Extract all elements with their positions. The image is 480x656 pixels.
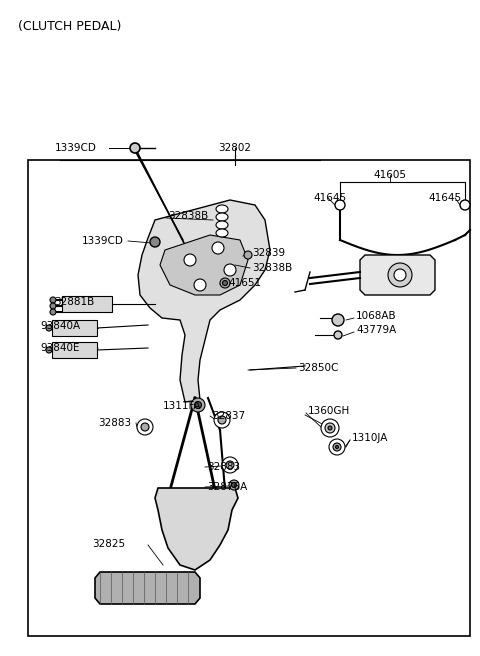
Text: 32883: 32883 bbox=[207, 462, 240, 472]
Circle shape bbox=[194, 279, 206, 291]
Circle shape bbox=[460, 200, 470, 210]
Circle shape bbox=[194, 401, 202, 409]
Text: 1360GH: 1360GH bbox=[308, 406, 350, 416]
Circle shape bbox=[244, 251, 252, 259]
Text: 32802: 32802 bbox=[218, 143, 252, 153]
Ellipse shape bbox=[216, 205, 228, 213]
Circle shape bbox=[50, 303, 56, 309]
Polygon shape bbox=[360, 255, 435, 295]
Bar bbox=[52, 342, 97, 358]
Text: 41651: 41651 bbox=[228, 278, 261, 288]
Circle shape bbox=[141, 423, 149, 431]
Text: 1310JA: 1310JA bbox=[352, 433, 388, 443]
Circle shape bbox=[223, 281, 228, 285]
Polygon shape bbox=[155, 488, 238, 570]
Text: 32825: 32825 bbox=[92, 539, 125, 549]
Circle shape bbox=[231, 483, 237, 487]
Circle shape bbox=[229, 480, 239, 490]
Circle shape bbox=[46, 325, 52, 331]
Circle shape bbox=[191, 398, 205, 412]
Text: 1311FA: 1311FA bbox=[163, 401, 202, 411]
Circle shape bbox=[218, 416, 226, 424]
Circle shape bbox=[329, 439, 345, 455]
Text: 43779A: 43779A bbox=[356, 325, 396, 335]
Circle shape bbox=[321, 419, 339, 437]
Circle shape bbox=[150, 237, 160, 247]
Text: 1068AB: 1068AB bbox=[356, 311, 396, 321]
Ellipse shape bbox=[216, 221, 228, 229]
Circle shape bbox=[333, 443, 341, 451]
Circle shape bbox=[335, 200, 345, 210]
Circle shape bbox=[137, 419, 153, 435]
Circle shape bbox=[332, 314, 344, 326]
Circle shape bbox=[328, 426, 332, 430]
Circle shape bbox=[336, 445, 338, 449]
Circle shape bbox=[325, 423, 335, 433]
Circle shape bbox=[214, 412, 230, 428]
Text: 32838B: 32838B bbox=[168, 211, 208, 221]
Polygon shape bbox=[95, 572, 200, 604]
Circle shape bbox=[388, 263, 412, 287]
Text: 32850C: 32850C bbox=[298, 363, 338, 373]
Text: 32839: 32839 bbox=[252, 248, 285, 258]
Text: 93840A: 93840A bbox=[40, 321, 80, 331]
Circle shape bbox=[222, 457, 238, 473]
Bar bbox=[28, 160, 470, 636]
Bar bbox=[52, 320, 97, 336]
Text: 41605: 41605 bbox=[373, 170, 407, 180]
Circle shape bbox=[220, 278, 230, 288]
Text: 93840E: 93840E bbox=[40, 343, 80, 353]
Polygon shape bbox=[138, 200, 270, 402]
Text: 32881B: 32881B bbox=[54, 297, 94, 307]
Text: 1339CD: 1339CD bbox=[82, 236, 124, 246]
Circle shape bbox=[130, 143, 140, 153]
Circle shape bbox=[334, 331, 342, 339]
Circle shape bbox=[224, 264, 236, 276]
Polygon shape bbox=[160, 235, 248, 295]
Text: (CLUTCH PEDAL): (CLUTCH PEDAL) bbox=[18, 20, 121, 33]
Text: 32838B: 32838B bbox=[252, 263, 292, 273]
Circle shape bbox=[212, 242, 224, 254]
Circle shape bbox=[226, 461, 234, 469]
Circle shape bbox=[394, 269, 406, 281]
Text: 32837: 32837 bbox=[212, 411, 245, 421]
Ellipse shape bbox=[216, 229, 228, 237]
Ellipse shape bbox=[216, 213, 228, 221]
Text: 41645: 41645 bbox=[313, 193, 347, 203]
Circle shape bbox=[46, 347, 52, 353]
Circle shape bbox=[184, 254, 196, 266]
Circle shape bbox=[50, 297, 56, 303]
Bar bbox=[62, 296, 112, 312]
Text: 1339CD: 1339CD bbox=[55, 143, 97, 153]
Text: 41645: 41645 bbox=[429, 193, 462, 203]
Text: 32883: 32883 bbox=[98, 418, 131, 428]
Circle shape bbox=[50, 309, 56, 315]
Text: 32876A: 32876A bbox=[207, 482, 247, 492]
